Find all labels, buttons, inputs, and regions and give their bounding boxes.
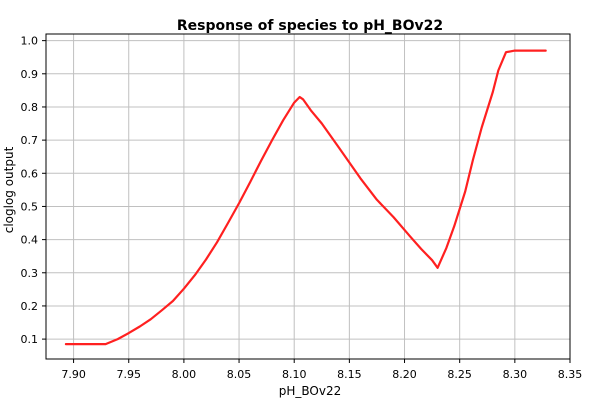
data-point [194,274,196,276]
data-point [183,288,185,290]
data-point [545,49,547,52]
data-point [117,338,119,340]
tick-layer: 7.90 7.95 8.00 8.05 8.10 8.15 8.20 8.25 8.30 8.35… [21,35,583,381]
data-point [139,325,141,328]
data-point [310,109,312,111]
data-point [392,216,395,218]
data-point [205,258,207,261]
plot-frame [45,33,571,360]
y-tick-label: 0.2 [21,300,39,313]
data-point [299,96,301,98]
x-tick-label: 7.90 [61,368,86,381]
x-tick-label: 8.15 [337,368,362,381]
data-point [376,199,378,201]
grid-layer [46,34,571,359]
data-point [161,309,163,311]
chart-title: Response of species to pH_BOv22 [177,18,443,34]
data-point [472,159,474,161]
data-point [249,181,251,183]
data-point [238,202,240,204]
y-tick-label: 0.8 [21,101,39,114]
x-axis-label: pH_BOv22 [279,384,341,398]
data-point [172,300,174,302]
data-point [431,259,433,261]
y-tick-label: 0.1 [21,333,39,346]
x-tick-label: 8.35 [558,368,583,381]
x-tick-label: 8.30 [503,368,528,381]
data-point [104,343,107,345]
y-tick-label: 0.7 [21,134,39,147]
data-point [492,91,494,93]
data-point [227,222,229,224]
y-tick-label: 0.4 [21,234,39,247]
data-point [302,98,304,100]
data-point [525,49,527,52]
data-point [65,343,67,345]
x-tick-label: 8.05 [227,368,252,381]
data-point [150,318,152,320]
data-point [337,146,339,148]
data-point [321,122,323,125]
x-tick-label: 8.25 [447,368,472,381]
x-tick-label: 8.20 [392,368,417,381]
y-tick-label: 0.5 [21,200,39,213]
data-point [445,247,448,249]
x-tick-label: 8.10 [282,368,307,381]
data-point [437,267,439,269]
y-axis-label: cloglog output [2,146,16,233]
data-point [409,235,411,237]
data-point [216,241,218,243]
data-point [505,51,507,53]
response-curve [64,49,547,346]
data-point [453,225,455,227]
data-point [271,139,273,141]
y-tick-label: 0.6 [21,167,39,180]
data-point [420,248,422,250]
data-point [481,126,483,129]
data-point [359,177,361,179]
data-point [293,102,295,104]
x-tick-label: 8.00 [172,368,197,381]
data-point [282,119,284,121]
data-point [514,49,516,52]
data-point [128,332,130,334]
y-tick-label: 1.0 [21,35,39,48]
data-point [497,69,499,72]
data-point [464,190,466,193]
y-tick-label: 0.3 [21,267,39,280]
series-layer [64,49,547,346]
x-tick-label: 7.95 [116,368,141,381]
y-tick-label: 0.9 [21,68,39,81]
data-point [260,160,262,162]
